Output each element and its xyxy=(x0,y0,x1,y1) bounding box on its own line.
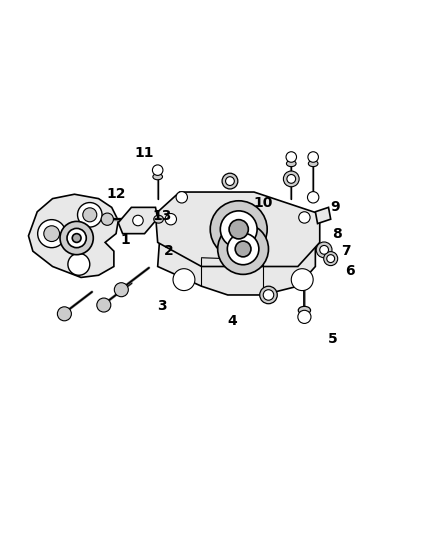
Circle shape xyxy=(307,191,319,203)
Circle shape xyxy=(210,201,267,258)
Text: 5: 5 xyxy=(328,332,338,346)
Text: 1: 1 xyxy=(120,233,130,247)
Text: 12: 12 xyxy=(106,187,126,201)
Ellipse shape xyxy=(286,160,296,167)
Polygon shape xyxy=(155,192,320,266)
Circle shape xyxy=(263,290,274,300)
Circle shape xyxy=(291,269,313,290)
Text: 9: 9 xyxy=(330,200,340,214)
Text: 11: 11 xyxy=(135,146,154,159)
Text: 6: 6 xyxy=(346,264,355,278)
Circle shape xyxy=(133,215,143,226)
Ellipse shape xyxy=(154,215,163,223)
Circle shape xyxy=(114,282,128,297)
Circle shape xyxy=(60,221,93,255)
Circle shape xyxy=(72,233,81,243)
Circle shape xyxy=(299,212,310,223)
Circle shape xyxy=(78,203,102,227)
Circle shape xyxy=(308,152,318,162)
Circle shape xyxy=(222,173,238,189)
Circle shape xyxy=(83,208,97,222)
Polygon shape xyxy=(28,194,118,278)
Text: 10: 10 xyxy=(253,196,272,210)
Circle shape xyxy=(316,242,332,258)
Circle shape xyxy=(68,253,90,275)
Polygon shape xyxy=(158,214,315,295)
Ellipse shape xyxy=(298,306,311,314)
Circle shape xyxy=(57,307,71,321)
Circle shape xyxy=(283,171,299,187)
Circle shape xyxy=(327,255,335,263)
Circle shape xyxy=(101,213,113,225)
Polygon shape xyxy=(315,207,331,223)
Circle shape xyxy=(165,214,177,225)
Text: 3: 3 xyxy=(157,299,167,313)
Circle shape xyxy=(220,211,257,248)
Text: 7: 7 xyxy=(341,244,351,258)
Circle shape xyxy=(67,229,86,248)
Ellipse shape xyxy=(153,174,162,180)
Circle shape xyxy=(235,241,251,257)
Polygon shape xyxy=(118,207,158,233)
Ellipse shape xyxy=(308,160,318,167)
Text: 13: 13 xyxy=(152,209,172,223)
Circle shape xyxy=(227,233,259,265)
Circle shape xyxy=(324,252,338,265)
Circle shape xyxy=(287,174,296,183)
Circle shape xyxy=(152,165,163,175)
Text: 8: 8 xyxy=(332,227,342,241)
Circle shape xyxy=(226,177,234,185)
Circle shape xyxy=(173,269,195,290)
Circle shape xyxy=(320,246,328,254)
Circle shape xyxy=(229,220,248,239)
Circle shape xyxy=(298,310,311,324)
Text: 2: 2 xyxy=(164,244,173,258)
Circle shape xyxy=(44,226,60,241)
Circle shape xyxy=(97,298,111,312)
Circle shape xyxy=(176,191,187,203)
Circle shape xyxy=(260,286,277,304)
Circle shape xyxy=(286,152,297,162)
Circle shape xyxy=(38,220,66,248)
Circle shape xyxy=(218,223,268,274)
Text: 4: 4 xyxy=(227,314,237,328)
